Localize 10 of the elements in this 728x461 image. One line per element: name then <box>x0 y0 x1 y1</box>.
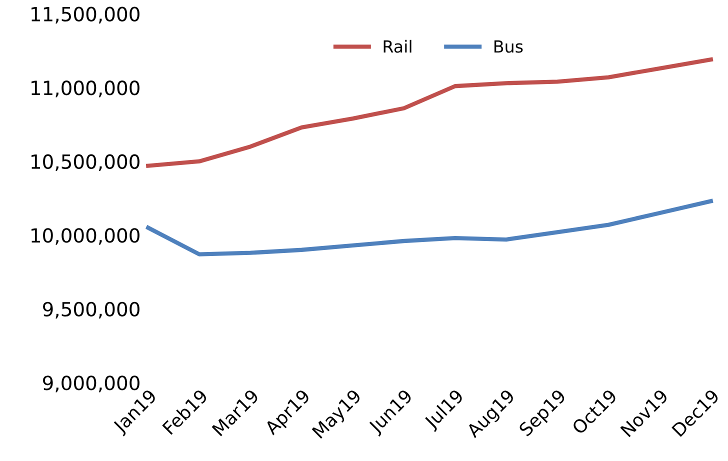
legend-label: Rail <box>384 40 412 53</box>
y-tick-label: 11,500,000 <box>32 6 140 24</box>
line-series <box>146 199 713 256</box>
y-tick-label: 10,000,000 <box>32 228 140 245</box>
y-tick-label: 11,000,000 <box>32 80 140 98</box>
legend-label: Bus <box>494 40 523 53</box>
y-tick-label: 9,500,000 <box>43 302 140 319</box>
y-tick-label: 9,000,000 <box>43 376 140 392</box>
y-tick-label: 10,500,000 <box>32 154 140 171</box>
line-series <box>146 57 713 168</box>
